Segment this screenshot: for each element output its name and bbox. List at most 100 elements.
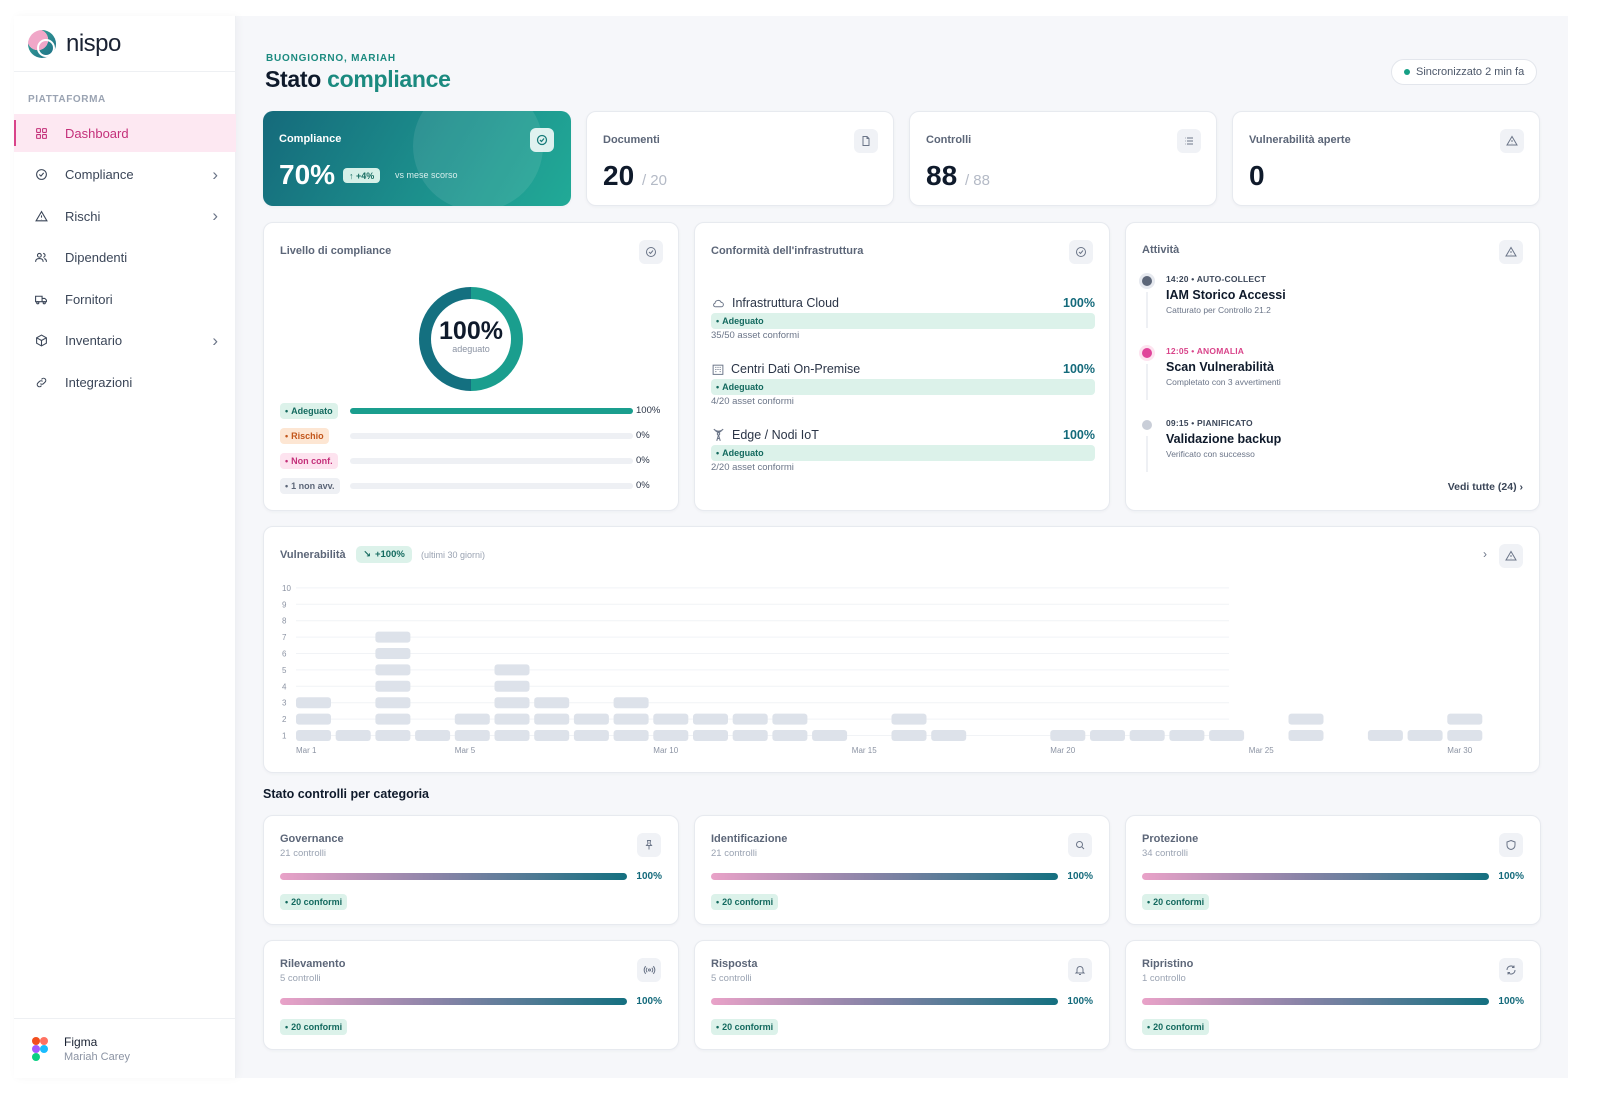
check-circle-icon[interactable] bbox=[1069, 240, 1093, 264]
refresh-icon[interactable] bbox=[1499, 958, 1523, 982]
bar-cell bbox=[772, 730, 808, 741]
bar-cell bbox=[375, 697, 411, 709]
kpi-total: / 88 bbox=[964, 172, 990, 189]
check-circle-icon bbox=[34, 168, 48, 182]
bar-cell bbox=[375, 631, 411, 643]
bar-cell bbox=[296, 730, 331, 741]
category-progress-bar bbox=[711, 873, 1058, 880]
users-icon bbox=[34, 251, 48, 265]
category-card-ripristino[interactable]: Ripristino 1 controllo 100% 20 conformi bbox=[1125, 940, 1541, 1050]
category-card-protezione[interactable]: Protezione 34 controlli 100% 20 conformi bbox=[1125, 815, 1541, 925]
category-name: Identificazione bbox=[711, 833, 788, 845]
bar-cell bbox=[1169, 730, 1205, 741]
x-tick-label: Mar 15 bbox=[852, 746, 877, 755]
sidebar-item-dashboard[interactable]: Dashboard bbox=[14, 114, 236, 152]
x-tick-label: Mar 1 bbox=[296, 746, 317, 755]
category-name: Risposta bbox=[711, 958, 758, 970]
level-bar-track bbox=[350, 483, 633, 489]
bar-cell bbox=[931, 730, 967, 741]
bar-cell bbox=[693, 730, 728, 741]
sidebar-section-label: PIATTAFORMA bbox=[28, 94, 106, 105]
bar-cell bbox=[534, 697, 570, 709]
sidebar-item-compliance[interactable]: Compliance › bbox=[14, 156, 236, 194]
category-progress-bar bbox=[280, 873, 627, 880]
category-percent: 100% bbox=[1498, 871, 1524, 882]
infra-name: Edge / Nodi IoT bbox=[711, 428, 819, 442]
search-icon[interactable] bbox=[1068, 833, 1092, 857]
user-profile[interactable]: Figma Mariah Carey bbox=[14, 1018, 236, 1078]
chevron-right-icon: › bbox=[212, 164, 218, 184]
timeline-dot bbox=[1142, 420, 1152, 430]
kpi-vulnerabilita-card[interactable]: Vulnerabilità aperte 0 bbox=[1232, 111, 1540, 206]
see-all-link[interactable]: Vedi tutte (24) › bbox=[1448, 481, 1523, 493]
y-tick-label: 7 bbox=[282, 633, 287, 642]
activity-subtitle: Verificato con successo bbox=[1166, 449, 1255, 459]
category-card-identificazione[interactable]: Identificazione 21 controlli 100% 20 confor… bbox=[694, 815, 1110, 925]
bar-cell bbox=[375, 730, 411, 741]
bar-cell bbox=[1447, 730, 1483, 741]
sidebar-item-rischi[interactable]: Rischi › bbox=[14, 197, 236, 235]
kpi-compliance-card[interactable]: Compliance 70% ↑ +4% vs mese scorso bbox=[263, 111, 571, 206]
greeting: BUONGIORNO, MARIAH bbox=[266, 53, 396, 64]
chevron-right-icon: › bbox=[212, 330, 218, 350]
category-card-rilevamento[interactable]: Rilevamento 5 controlli 100% 20 conformi bbox=[263, 940, 679, 1050]
radar-icon[interactable] bbox=[637, 958, 661, 982]
bar-cell bbox=[454, 730, 490, 741]
compliance-level-card: Livello di compliance 100% adeguato Adeg… bbox=[263, 222, 679, 511]
activity-subtitle: Completato con 3 avvertimenti bbox=[1166, 377, 1281, 387]
conformi-badge: 20 conformi bbox=[280, 1019, 348, 1035]
kpi-value: 88 / 88 bbox=[926, 160, 990, 192]
x-tick-label: Mar 25 bbox=[1249, 746, 1274, 755]
sync-text: Sincronizzato 2 min fa bbox=[1416, 66, 1525, 78]
kpi-documenti-card[interactable]: Documenti 20 / 20 bbox=[586, 111, 894, 206]
sidebar-divider bbox=[14, 71, 236, 72]
antenna-icon bbox=[711, 428, 726, 442]
brand-name: nispo bbox=[66, 30, 121, 57]
chevron-right-icon[interactable]: › bbox=[1483, 547, 1487, 561]
kpi-controlli-card[interactable]: Controlli 88 / 88 bbox=[909, 111, 1217, 206]
status-badge: Adeguato bbox=[711, 379, 1095, 395]
y-tick-label: 10 bbox=[282, 584, 291, 593]
bar-cell bbox=[1288, 713, 1324, 725]
timeline-dot bbox=[1142, 276, 1152, 286]
infra-name: Centri Dati On-Premise bbox=[711, 362, 860, 376]
warning-icon[interactable] bbox=[1499, 544, 1523, 568]
bar-cell bbox=[613, 697, 649, 709]
kpi-label: Compliance bbox=[279, 133, 342, 145]
bar-cell bbox=[494, 680, 530, 692]
category-card-risposta[interactable]: Risposta 5 controlli 100% 20 conformi bbox=[694, 940, 1110, 1050]
sidebar-nav: Dashboard Compliance › Rischi › Dipendenti For… bbox=[14, 114, 236, 405]
kpi-value: 70% bbox=[279, 159, 336, 190]
cloud-icon bbox=[711, 297, 726, 310]
category-percent: 100% bbox=[1067, 871, 1093, 882]
sync-status: Sincronizzato 2 min fa bbox=[1391, 59, 1538, 85]
activity-title: IAM Storico Accessi bbox=[1166, 288, 1286, 302]
infra-percent: 100% bbox=[1063, 296, 1095, 310]
bar-cell bbox=[732, 713, 768, 725]
sidebar-item-fornitori[interactable]: Fornitori bbox=[14, 280, 236, 318]
sidebar-item-inventario[interactable]: Inventario › bbox=[14, 322, 236, 360]
pin-icon[interactable] bbox=[637, 833, 661, 857]
check-circle-icon bbox=[530, 128, 554, 152]
warning-icon[interactable] bbox=[1499, 240, 1523, 264]
bar-cell bbox=[573, 713, 609, 725]
logo[interactable]: nispo bbox=[28, 30, 121, 58]
status-badge: 1 non avv. bbox=[280, 478, 340, 494]
sidebar-item-dipendenti[interactable]: Dipendenti bbox=[14, 239, 236, 277]
shield-icon[interactable] bbox=[1499, 833, 1523, 857]
category-card-governance[interactable]: Governance 21 controlli 100% 20 conformi bbox=[263, 815, 679, 925]
sidebar-item-integrazioni[interactable]: Integrazioni bbox=[14, 363, 236, 401]
check-circle-icon[interactable] bbox=[639, 240, 663, 264]
page-title-accent: compliance bbox=[327, 66, 451, 92]
infra-detail: 35/50 asset conformi bbox=[711, 330, 800, 341]
sidebar: nispo PIATTAFORMA Dashboard Compliance › Ri… bbox=[14, 16, 236, 1078]
level-percent: 0% bbox=[636, 430, 650, 441]
bar-cell bbox=[1050, 730, 1086, 741]
conformi-badge: 20 conformi bbox=[1142, 894, 1210, 910]
category-percent: 100% bbox=[1498, 996, 1524, 1007]
bar-cell bbox=[653, 713, 689, 725]
category-percent: 100% bbox=[636, 871, 662, 882]
bell-icon[interactable] bbox=[1068, 958, 1092, 982]
